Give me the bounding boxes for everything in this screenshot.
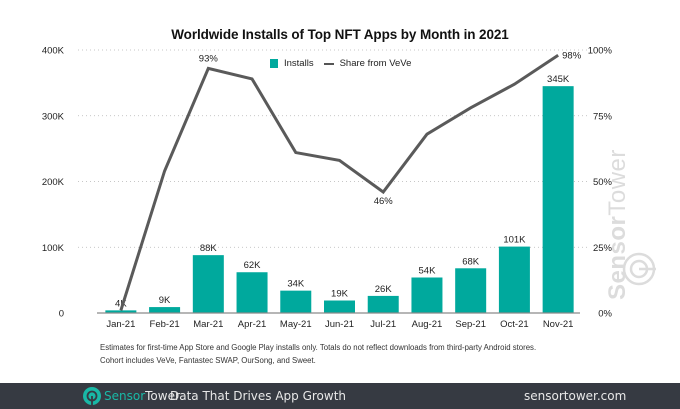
share-line: 93% 46% 98% xyxy=(119,50,582,311)
legend-share-swatch xyxy=(323,62,334,65)
footer-tagline: Data That Drives App Growth xyxy=(170,389,347,403)
right-tick-label: 50% xyxy=(593,177,613,188)
x-axis: Jan-21 Feb-21 Mar-21 Apr-21 May-21 Jun-21 Jul-… xyxy=(97,312,580,330)
share-point-label: 46% xyxy=(374,196,394,207)
right-tick-label: 0% xyxy=(598,309,612,320)
legend-share-label: Share from VeVe xyxy=(339,58,412,69)
bar-value-label: 34K xyxy=(287,279,305,290)
footer-brand-part1: Sensor xyxy=(104,389,146,403)
right-tick-label: 25% xyxy=(593,243,613,254)
right-tick-label: 75% xyxy=(593,111,613,122)
bar xyxy=(324,300,355,313)
share-point-label: 93% xyxy=(199,53,219,64)
right-tick-label: 100% xyxy=(588,46,613,57)
share-line-path xyxy=(119,54,559,311)
chart: 4K 9K 88K 62K 34K 19K 26K 54K 68K 101K 345K Jan-21… xyxy=(42,46,613,331)
chart-title: Worldwide Installs of Top NFT Apps by Mo… xyxy=(171,27,509,42)
x-tick-label: Jan-21 xyxy=(106,319,135,330)
left-tick-label: 300K xyxy=(42,111,65,122)
footer-brand-part2: Tower xyxy=(145,389,180,403)
x-tick-label: Apr-21 xyxy=(238,319,267,330)
left-axis: 0 100K 200K 300K 400K xyxy=(42,46,65,320)
x-tick-label: Feb-21 xyxy=(150,319,180,330)
x-tick-label: Jun-21 xyxy=(325,319,354,330)
legend: Installs Share from VeVe xyxy=(270,58,411,69)
bar xyxy=(236,272,268,313)
sensortower-watermark: SensorTower xyxy=(604,149,632,300)
sensortower-watermark-logo-icon xyxy=(622,252,656,286)
bar xyxy=(149,307,181,313)
note-line: Estimates for first-time App Store and G… xyxy=(100,343,537,352)
bar xyxy=(455,268,487,313)
x-tick-label: Sep-21 xyxy=(455,319,486,330)
bar-value-label: 9K xyxy=(159,295,171,306)
footer-url[interactable]: sensortower.com xyxy=(524,389,627,403)
legend-installs-swatch xyxy=(270,59,278,68)
bar-value-label: 54K xyxy=(419,265,437,276)
bars xyxy=(105,86,574,313)
footer-brand: SensorTower xyxy=(104,389,180,403)
x-tick-label: Aug-21 xyxy=(412,319,443,330)
watermark-part2: Tower xyxy=(604,149,631,216)
x-tick-label: Nov-21 xyxy=(543,319,574,330)
bar xyxy=(367,295,399,313)
bar xyxy=(105,310,137,313)
bar-value-label: 19K xyxy=(331,289,349,300)
left-tick-label: 200K xyxy=(42,177,65,188)
bar-value-label: 26K xyxy=(375,284,393,295)
bar-value-label: 4K xyxy=(115,298,127,309)
x-tick-label: Jul-21 xyxy=(370,319,396,330)
left-tick-label: 100K xyxy=(42,243,65,254)
footer-bar: SensorTower Data That Drives App Growth … xyxy=(0,383,680,409)
watermark-part1: Sensor xyxy=(604,215,631,300)
bar xyxy=(192,255,224,313)
left-tick-label: 400K xyxy=(42,46,65,57)
share-point-label: 98% xyxy=(562,50,582,61)
bar-value-label: 62K xyxy=(244,260,262,271)
bar-value-label: 345K xyxy=(547,74,570,85)
bar xyxy=(411,277,443,313)
chart-notes: Estimates for first-time App Store and G… xyxy=(100,341,536,367)
bar-value-label: 68K xyxy=(462,256,480,267)
bar-value-label: 101K xyxy=(503,235,526,246)
x-tick-label: Oct-21 xyxy=(500,319,529,330)
legend-installs-label: Installs xyxy=(284,58,314,69)
bar xyxy=(498,246,530,313)
right-axis: 0% 25% 50% 75% 100% xyxy=(588,46,613,320)
bar-value-label: 88K xyxy=(200,243,218,254)
gridlines xyxy=(78,49,590,248)
x-tick-label: Mar-21 xyxy=(193,319,223,330)
x-tick-label: May-21 xyxy=(280,319,312,330)
note-line: Cohort includes VeVe, Fantastec SWAP, Ou… xyxy=(100,356,316,365)
left-tick-label: 0 xyxy=(59,309,64,320)
bar xyxy=(542,86,574,313)
bar xyxy=(280,290,312,313)
bar-labels: 4K 9K 88K 62K 34K 19K 26K 54K 68K 101K 345K xyxy=(115,74,570,309)
sensortower-logo-icon xyxy=(83,387,101,405)
